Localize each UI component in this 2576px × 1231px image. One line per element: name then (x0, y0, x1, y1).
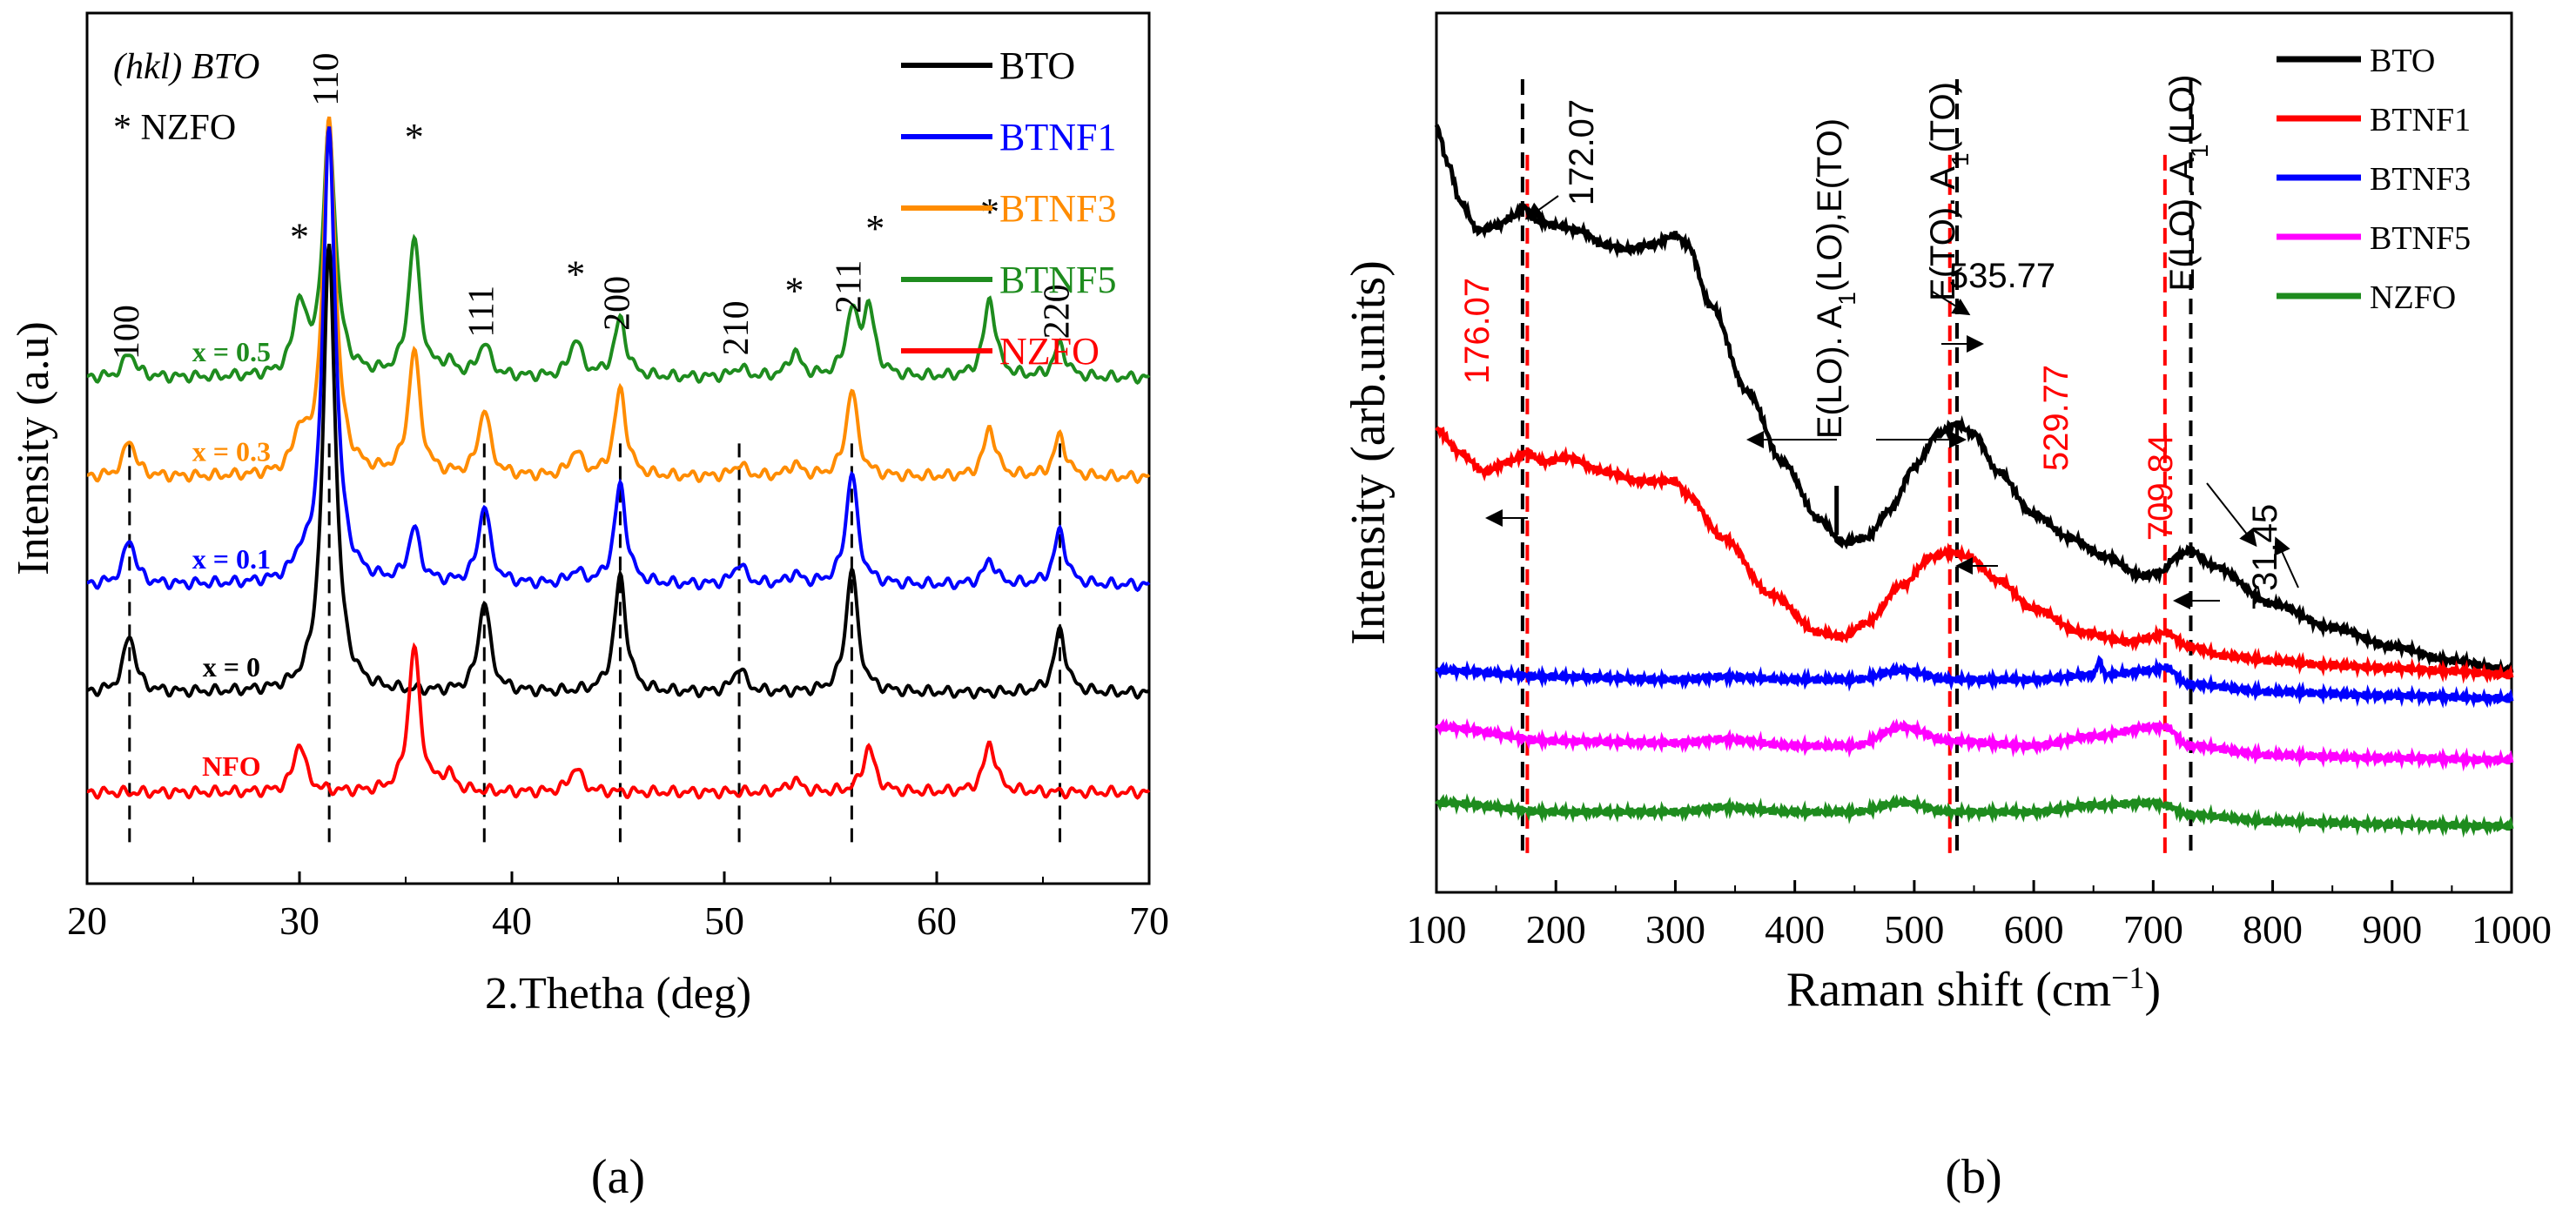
raman-x-tick-label-300: 300 (1645, 907, 1705, 952)
panel-b-caption: (b) (1945, 1150, 2001, 1204)
nzfo-star-marker: * (980, 191, 999, 233)
raman-peak-annotation-176-07: 176.07 (1458, 278, 1497, 384)
raman-legend-label-nzfo: NZFO (2370, 279, 2456, 316)
peak-label-110: 110 (306, 52, 346, 105)
raman-peak-annotation-731-45: 731.45 (2246, 504, 2284, 610)
series-line-bto (86, 243, 1151, 700)
nzfo-star-marker: * (566, 252, 585, 295)
panel-a-dashed-lines (128, 440, 1062, 843)
raman-x-tick-label-1000: 1000 (2472, 907, 2552, 952)
legend-label-btnf3: BTNF3 (999, 187, 1116, 230)
legend-label-bto: BTO (999, 44, 1075, 87)
panel-a-x-axis-label: 2.Thetha (deg) (485, 969, 751, 1019)
raman-arrow-8 (2274, 536, 2299, 589)
series-label-x-0: x = 0 (203, 651, 260, 683)
legend-label-btnf1: BTNF1 (999, 116, 1116, 158)
legend-label-nzfo: NZFO (999, 330, 1100, 373)
raman-legend-label-btnf3: BTNF3 (2370, 161, 2471, 198)
panel-a-legend: BTO BTNF1 BTNF3 BTNF5 NZFO (901, 44, 1116, 373)
series-line-btnf3 (86, 116, 1151, 485)
panel-b-series-group (1434, 124, 2514, 838)
series-line-btnf5 (86, 118, 1151, 386)
raman-mode-label-2: E(TO). A1(TO) (1924, 82, 1974, 301)
panel-a-note-hkl: (hkl) BTO (113, 47, 259, 87)
panel-b-annotations: 172.07 176.07 535.77 529.77 709.84 731.45 E(LO… (1458, 75, 2299, 610)
x-tick-label-40: 40 (492, 898, 532, 943)
panel-b-y-axis-label: Intensity (arb.units) (1342, 260, 1396, 645)
raman-x-tick-label-100: 100 (1407, 907, 1467, 952)
panel-a-series-group (86, 116, 1151, 800)
panel-b-x-axis-label: Raman shift (cm−1) (1786, 960, 2161, 1017)
raman-x-tick-label-900: 900 (2362, 907, 2422, 952)
raman-series-line-btnf1 (1435, 426, 2514, 684)
panel-b-raman-chart: 100 200 300 400 500 600 700 800 900 1000 172.0717… (1342, 11, 2552, 1204)
raman-legend-label-btnf1: BTNF1 (2370, 102, 2471, 138)
series-label-x-0-5: x = 0.5 (192, 336, 271, 367)
panel-a-x-axis-ticks: 20 30 40 50 60 70 (67, 871, 1169, 943)
x-tick-label-30: 30 (279, 898, 319, 943)
series-label-nfo: NFO (202, 750, 261, 782)
raman-mode-label-3: E(LO). A1(LO) (2163, 75, 2213, 292)
panel-b-x-axis-ticks: 100 200 300 400 500 600 700 800 900 1000 (1407, 880, 2552, 952)
x-tick-label-70: 70 (1129, 898, 1169, 943)
raman-arrow-10 (1932, 291, 1971, 316)
raman-legend-label-btnf5: BTNF5 (2370, 220, 2471, 257)
peak-label-220: 220 (1038, 284, 1078, 339)
raman-x-tick-label-800: 800 (2243, 907, 2303, 952)
panel-a-nzfo-stars: * * * * * * (290, 116, 999, 312)
raman-peak-annotation-535-77: 535.77 (1949, 257, 2055, 295)
raman-peak-annotation-709-84: 709.84 (2142, 434, 2180, 541)
raman-peak-annotation-172-07: 172.07 (1563, 99, 1601, 205)
raman-arrow-7 (2206, 482, 2257, 548)
raman-x-tick-label-600: 600 (2004, 907, 2064, 952)
peak-label-210: 210 (716, 300, 757, 355)
x-tick-label-60: 60 (917, 898, 957, 943)
panel-a-series-labels: x = 0.5 x = 0.3 x = 0.1 x = 0 NFO (192, 336, 271, 782)
peak-label-111: 111 (461, 286, 501, 338)
raman-series-line-btnf3 (1435, 655, 2514, 709)
x-tick-label-20: 20 (67, 898, 107, 943)
raman-peak-annotation-529-77: 529.77 (2037, 365, 2075, 471)
nzfo-star-marker: * (785, 269, 804, 312)
series-line-btnf1 (87, 126, 1151, 593)
raman-series-line-bto (1434, 124, 2514, 677)
nzfo-star-marker: * (290, 215, 309, 258)
x-tick-label-50: 50 (704, 898, 744, 943)
raman-arrow-1 (1524, 195, 1559, 220)
nzfo-star-marker: * (865, 207, 884, 250)
raman-series-line-nzfo (1435, 792, 2514, 838)
series-label-x-0-1: x = 0.1 (192, 543, 271, 575)
raman-x-tick-label-700: 700 (2123, 907, 2183, 952)
raman-x-tick-label-200: 200 (1526, 907, 1586, 952)
panel-b-legend: BTO BTNF1 BTNF3 BTNF5 NZFO (2277, 43, 2471, 316)
raman-legend-label-bto: BTO (2370, 43, 2435, 79)
legend-label-btnf5: BTNF5 (999, 259, 1116, 301)
raman-mode-label-1: E(LO). A1(LO),E(TO) (1811, 118, 1860, 439)
panel-a-caption: (a) (591, 1150, 645, 1204)
raman-series-line-btnf5 (1435, 717, 2514, 772)
panel-a-peak-labels: 100 110 111 200 210 211 220 (107, 52, 1078, 360)
series-line-nzfo (86, 642, 1151, 800)
raman-x-tick-label-500: 500 (1884, 907, 1944, 952)
panel-a-note-nzfo: * NZFO (113, 108, 236, 148)
peak-label-100: 100 (107, 305, 147, 360)
series-label-x-0-3: x = 0.3 (192, 435, 271, 467)
raman-x-tick-label-400: 400 (1765, 907, 1825, 952)
nzfo-star-marker: * (405, 116, 424, 158)
panel-a-y-axis-label: Intensity (a.u) (9, 321, 58, 575)
peak-label-200: 200 (597, 276, 637, 331)
peak-label-211: 211 (829, 260, 869, 313)
